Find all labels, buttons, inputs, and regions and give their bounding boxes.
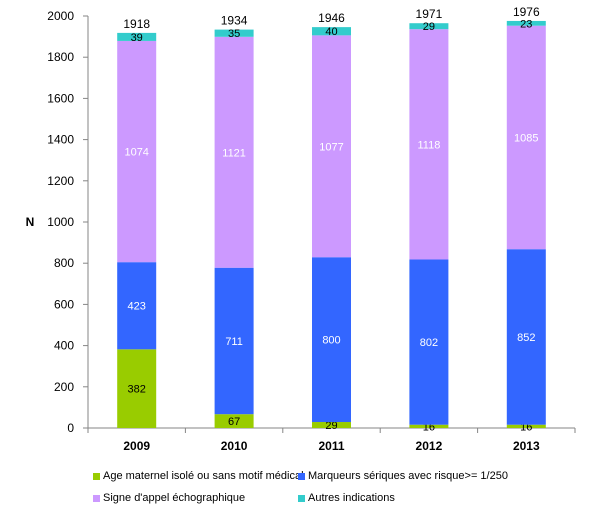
bar-segment [506,424,546,428]
bar-segment [312,27,351,36]
y-axis: 0 200 400 600 800 1000 1200 1400 1600 1800 2000 [47,9,89,435]
bar-segment [117,32,157,41]
data-label: 29 [325,420,337,432]
data-label: 1077 [319,141,343,153]
bar-segment [117,262,157,350]
total-label: 1976 [513,5,540,19]
legend-item: Marqueurs sériques avec risque>= 1/250 [298,470,508,482]
bar-segment [214,36,254,268]
y-tick-label: 1600 [47,91,74,105]
data-label: 35 [228,28,240,40]
bar-segment [214,29,254,37]
data-label: 39 [131,32,143,44]
bar-segment [312,35,351,258]
bar-segment [409,23,449,30]
y-tick-label: 1000 [47,215,74,229]
data-label: 423 [128,301,146,313]
data-label: 800 [322,335,340,347]
data-label: 67 [228,416,240,428]
y-tick-label: 2000 [47,9,74,23]
bar-segment [506,249,546,425]
bar-segment [312,257,351,423]
bar-segment [117,349,157,428]
y-tick-label: 200 [54,380,74,394]
x-tick-label: 2013 [513,439,540,453]
legend-label: Age maternel isolé ou sans motif médical [103,470,304,482]
total-label: 1946 [318,11,345,25]
legend-swatch [93,472,100,480]
total-label: 1934 [221,14,248,28]
legend-swatch [298,472,305,480]
legend-item: Signe d'appel échographique [93,492,245,504]
bar-segment [214,267,254,415]
data-label: 1118 [417,139,440,151]
bar-segment [409,29,449,260]
data-label: 29 [423,21,435,33]
bar-segment [506,25,546,250]
legend-swatch [298,494,305,502]
legend-label: Marqueurs sériques avec risque>= 1/250 [308,470,508,482]
data-label: 711 [225,336,243,348]
bar-segment [312,422,351,428]
y-tick-label: 600 [54,297,74,311]
legend-label: Autres indications [308,492,395,504]
data-label: 1121 [222,147,246,159]
data-label: 1085 [514,132,538,144]
bar-segment [409,424,449,428]
y-tick-label: 800 [54,256,74,270]
y-tick-label: 400 [54,339,74,353]
x-tick-label: 2009 [123,439,150,453]
data-label: 40 [325,26,337,38]
x-tick-label: 2012 [416,439,443,453]
legend-label: Signe d'appel échographique [103,492,246,504]
y-tick-label: 1200 [47,174,74,188]
y-tick-label: 1400 [47,133,74,147]
data-label: 382 [128,384,146,396]
legend-item: Age maternel isolé ou sans motif médical [93,470,304,482]
total-label: 1918 [123,17,150,31]
y-tick-label: 1800 [47,50,74,64]
data-label: 1074 [124,147,148,159]
bar-segment [409,259,449,425]
legend-swatch [93,494,100,502]
legend-item: Autres indications [298,492,395,504]
data-label: 852 [517,332,535,344]
bar-segment [214,414,254,428]
data-label: 802 [420,337,438,349]
bar-segment [117,40,157,263]
total-label: 1971 [416,7,443,21]
x-tick-label: 2011 [318,439,344,453]
x-tick-label: 2010 [221,439,248,453]
bar-segment [506,20,546,26]
y-axis-label: N [26,215,35,229]
y-tick-label: 0 [67,421,74,435]
data-label: 23 [520,18,532,30]
